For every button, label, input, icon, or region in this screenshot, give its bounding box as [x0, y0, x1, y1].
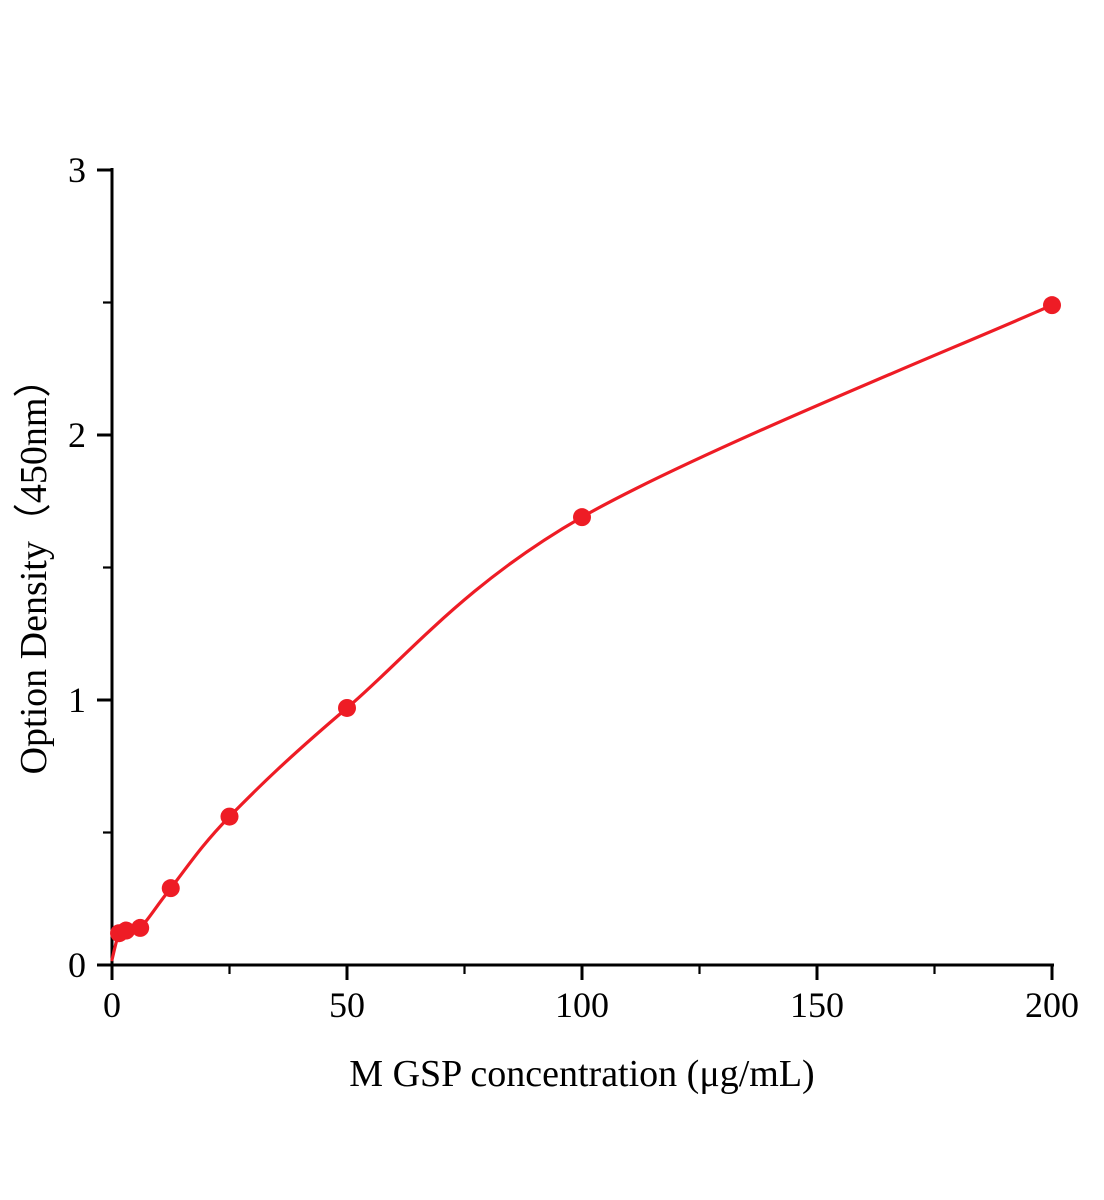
x-axis-title: M GSP concentration (μg/mL): [349, 1053, 814, 1095]
data-point-marker: [573, 508, 591, 527]
x-tick-label: 200: [1025, 985, 1079, 1025]
x-tick-label: 50: [329, 985, 365, 1025]
data-points: [110, 296, 1061, 943]
y-tick-label: 3: [68, 150, 86, 190]
fit-curve: [110, 303, 1054, 962]
data-point-marker: [220, 807, 239, 826]
data-point-marker: [1043, 296, 1061, 315]
x-tick-label: 100: [555, 985, 609, 1025]
tick-labels: 0 50 100 150 200 0 1 2 3: [68, 150, 1079, 1025]
y-tick-label: 1: [68, 680, 86, 720]
y-tick-label: 2: [68, 415, 86, 455]
data-point-marker: [131, 918, 150, 937]
data-point-marker: [338, 698, 356, 717]
ticks: [97, 168, 1054, 980]
x-tick-label: 0: [103, 985, 121, 1025]
y-tick-label: 0: [68, 945, 86, 985]
data-point-marker: [117, 921, 136, 940]
y-axis-title: Option Density（450nm）: [13, 360, 55, 775]
data-point-marker: [161, 879, 180, 898]
axes: [110, 168, 1054, 967]
x-tick-label: 150: [790, 985, 844, 1025]
